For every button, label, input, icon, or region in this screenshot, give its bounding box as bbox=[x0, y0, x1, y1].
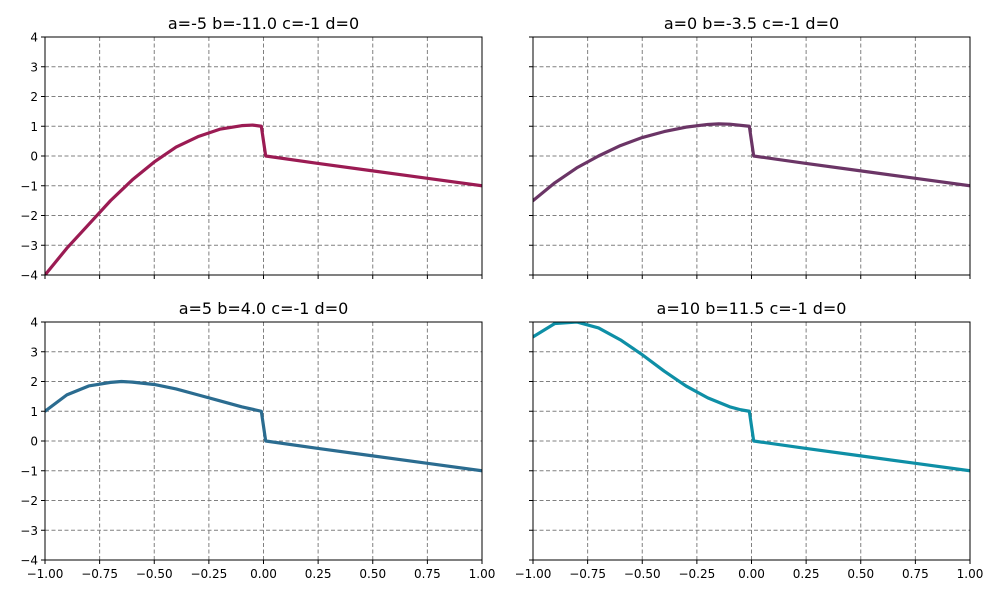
series-line bbox=[45, 379, 482, 473]
x-tick-label: 1.00 bbox=[957, 567, 984, 581]
y-tick-label: 4 bbox=[30, 31, 38, 45]
x-tick-label: −1.00 bbox=[27, 567, 64, 581]
y-tick-label: 3 bbox=[30, 60, 38, 74]
y-tick-label: −4 bbox=[20, 269, 38, 283]
x-tick-label: 0.00 bbox=[738, 567, 765, 581]
series-line bbox=[45, 123, 482, 275]
x-tick-label: 0.75 bbox=[414, 567, 441, 581]
series-line bbox=[533, 122, 970, 203]
x-tick-label: 0.00 bbox=[250, 567, 277, 581]
subplot-bottom-right: a=10 b=11.5 c=-1 d=0 −1.00 −0.75 −0.50 −0.2… bbox=[515, 299, 984, 581]
x-tick-label: −0.75 bbox=[569, 567, 606, 581]
subplot-top-right: a=0 b=-3.5 c=-1 d=0 bbox=[529, 14, 971, 279]
x-tick-label: 0.50 bbox=[359, 567, 386, 581]
y-tick-label: −2 bbox=[20, 494, 38, 508]
y-tick-label: 0 bbox=[30, 435, 38, 449]
x-tick-label: −0.50 bbox=[136, 567, 173, 581]
x-tick-label: −1.00 bbox=[515, 567, 552, 581]
x-tick-label: 1.00 bbox=[469, 567, 496, 581]
x-tick-label: −0.50 bbox=[624, 567, 661, 581]
y-tick-label: 4 bbox=[30, 316, 38, 330]
x-tick-label: 0.25 bbox=[305, 567, 332, 581]
y-tick-label: 1 bbox=[30, 120, 38, 134]
subplot-bottom-left: a=5 b=4.0 c=-1 d=0 −1.00 −0.75 −0.50 −0.25 0… bbox=[20, 299, 495, 581]
x-tick-label: 0.50 bbox=[847, 567, 874, 581]
x-tick-label: 0.75 bbox=[902, 567, 929, 581]
y-tick-label: −4 bbox=[20, 554, 38, 568]
y-tick-label: 2 bbox=[30, 375, 38, 389]
x-tick-label: −0.75 bbox=[81, 567, 118, 581]
y-tick-label: 0 bbox=[30, 150, 38, 164]
x-tick-label: 0.25 bbox=[793, 567, 820, 581]
y-tick-label: −2 bbox=[20, 209, 38, 223]
y-tick-label: −1 bbox=[20, 464, 38, 478]
y-tick-label: −3 bbox=[20, 524, 38, 538]
series-line bbox=[533, 322, 970, 473]
subplot-top-left: a=-5 b=-11.0 c=-1 d=0 −4 −3 −2 −1 0 1 2 3 4 bbox=[20, 14, 483, 283]
subplot-title: a=-5 b=-11.0 c=-1 d=0 bbox=[168, 14, 359, 33]
y-tick-label: 1 bbox=[30, 405, 38, 419]
y-tick-label: −1 bbox=[20, 179, 38, 193]
y-tick-label: 3 bbox=[30, 345, 38, 359]
subplot-title: a=0 b=-3.5 c=-1 d=0 bbox=[664, 14, 839, 33]
x-tick-label: −0.25 bbox=[190, 567, 227, 581]
x-tick-label: −0.25 bbox=[678, 567, 715, 581]
subplot-title: a=10 b=11.5 c=-1 d=0 bbox=[657, 299, 847, 318]
subplot-title: a=5 b=4.0 c=-1 d=0 bbox=[179, 299, 349, 318]
y-tick-label: 2 bbox=[30, 90, 38, 104]
y-tick-label: −3 bbox=[20, 239, 38, 253]
